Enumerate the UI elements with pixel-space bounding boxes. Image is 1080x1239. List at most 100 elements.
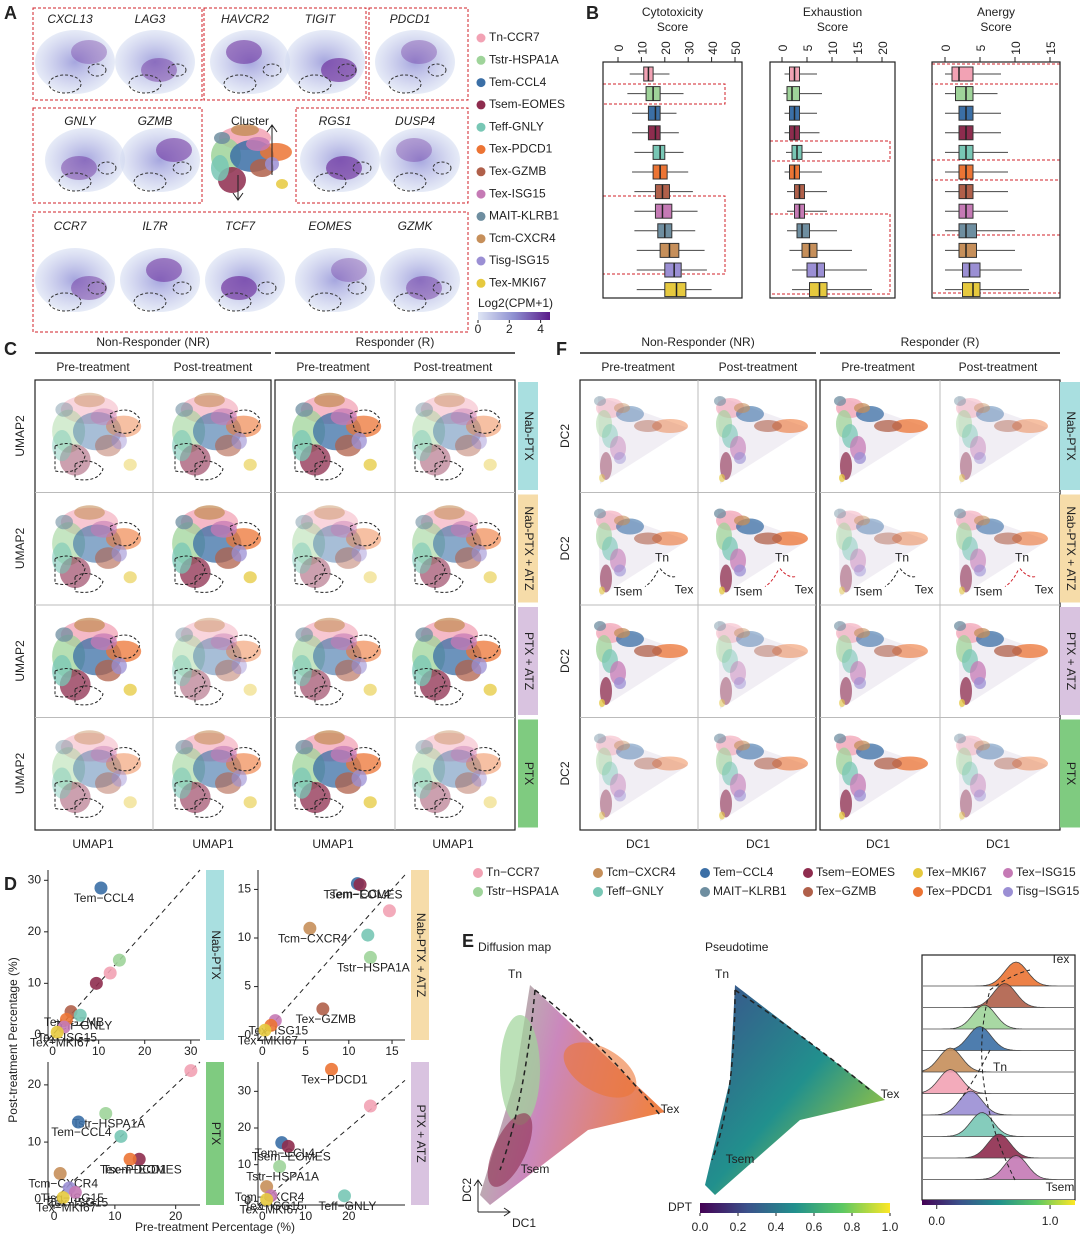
box [962,282,981,298]
ridge-label: Tn [993,1060,1007,1074]
cell-cloud [754,532,782,545]
cell-cloud [892,644,928,658]
score-subtitle: Score [817,20,849,34]
legend-swatch [593,887,603,897]
cell-cloud [959,699,965,707]
cell-cloud [892,419,928,433]
cluster-blob [214,132,230,144]
gene-label: LAG3 [135,12,166,26]
point-label: Tex−GZMB [296,1012,356,1026]
legend-label: Tex−ISG15 [1016,865,1076,879]
colorbar-tick-label: 1.0 [882,1220,899,1234]
cell-cloud [594,621,606,631]
cell-cloud [433,749,482,788]
umap-hotspot [331,258,367,282]
ridge-label: Tsem [1046,1180,1075,1194]
x-axis-label: UMAP1 [72,837,114,851]
cell-cloud [415,627,434,642]
box [647,105,661,121]
treatment-label: PTX + ATZ [522,632,536,690]
treatment-label: PTX + ATZ [414,1104,428,1162]
cell-cloud [412,409,446,453]
cell-cloud [314,730,345,745]
cell-cloud [471,544,487,562]
highlight-box [203,7,367,101]
outline [414,409,501,481]
cell-cloud [836,510,864,531]
panel-label: F [556,339,567,359]
cell-cloud [974,628,990,638]
gene-label: CCR7 [54,219,88,233]
cell-cloud [172,430,192,462]
cell-cloud [314,617,345,633]
embedding-shape [705,985,885,1195]
cell-cloud [600,789,612,818]
cell-cloud [954,621,966,631]
legend-swatch [476,278,486,288]
cell-cloud [295,627,314,642]
cell-cloud [874,420,902,432]
umap-blob [35,30,115,94]
panel-label: B [586,3,599,23]
cell-cloud [634,645,662,657]
arrow [232,124,278,201]
trajectory-label: Tex [881,1087,900,1101]
cell-cloud [175,627,193,642]
cell-cloud [956,410,972,438]
cell-cloud [839,699,845,707]
cell-cloud [55,514,73,530]
legend-swatch [593,868,603,878]
cell-cloud [1012,644,1048,658]
point-label: Tstr−HSPA1A [337,961,410,975]
outline [87,281,107,295]
cell-cloud [960,564,972,593]
treatment-label: PTX [522,762,536,785]
x-tick-label: 5 [974,44,988,51]
embedding-shape [958,396,1048,484]
trajectory-label: Tex [661,1102,680,1116]
box [958,242,977,258]
cell-cloud [840,564,852,593]
outline [414,747,501,818]
cell-cloud [351,544,367,562]
point [337,1189,351,1203]
cell-cloud [172,542,192,574]
cell-cloud [616,743,644,760]
cell-cloud [974,452,986,464]
cell-cloud [175,739,193,755]
cell-cloud [74,392,105,408]
trajectory-label: Tsem [974,585,1003,599]
panel-label: C [4,339,17,359]
outline [54,409,141,481]
x-tick-label: 15 [1044,41,1058,55]
cell-cloud [960,789,972,818]
cell-cloud [292,522,326,566]
highlight-box [32,211,469,333]
cell-cloud [483,458,497,471]
density-ridge [922,1090,1074,1116]
legend-swatch [1003,868,1013,878]
x-tick-label: 20 [169,1209,183,1223]
umap-blob [375,30,455,94]
cell-cloud [840,789,852,818]
cell-cloud [415,402,434,417]
cell-cloud [330,633,357,651]
cell-cloud [954,508,966,519]
trajectory-label: Tex [1035,583,1054,597]
embedding-shape [838,508,928,597]
outline [347,281,367,295]
cluster-blob [211,155,229,181]
cell-cloud [52,747,86,791]
cell-cloud [313,524,362,563]
cell-cloud [215,659,242,682]
x-tick-label: 40 [706,41,720,55]
cell-cloud [720,452,732,480]
point-label: Tex−PDCD1 [301,1073,368,1087]
outline [393,172,427,192]
highlight-box [32,7,203,101]
axis-label: DC2 [460,1178,474,1202]
cell-cloud [55,402,73,417]
cell-cloud [840,452,852,480]
cell-cloud [434,730,465,745]
cell-cloud [599,474,605,482]
